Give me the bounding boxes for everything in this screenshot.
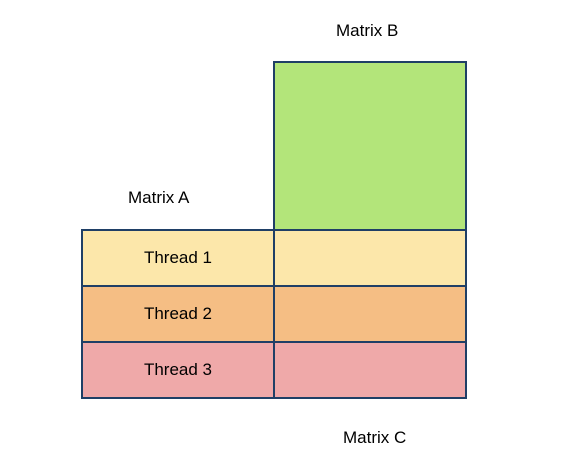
matrix-c-row-3 [273, 341, 467, 399]
matrix-b-block [273, 61, 467, 231]
thread-2-label: Thread 2 [143, 304, 213, 323]
thread-1-label: Thread 1 [143, 248, 213, 267]
matrix-c-row-1 [273, 229, 467, 287]
matrix-a-label: Matrix A [128, 188, 190, 207]
matrix-c-row-2 [273, 285, 467, 343]
matrix-c-label: Matrix C [343, 428, 407, 447]
matrix-a-row-thread-1: Thread 1 [81, 229, 275, 287]
matrix-b-label: Matrix B [336, 21, 399, 40]
matrix-a-row-thread-2: Thread 2 [81, 285, 275, 343]
matrix-a-row-thread-3: Thread 3 [81, 341, 275, 399]
thread-3-label: Thread 3 [143, 360, 213, 379]
